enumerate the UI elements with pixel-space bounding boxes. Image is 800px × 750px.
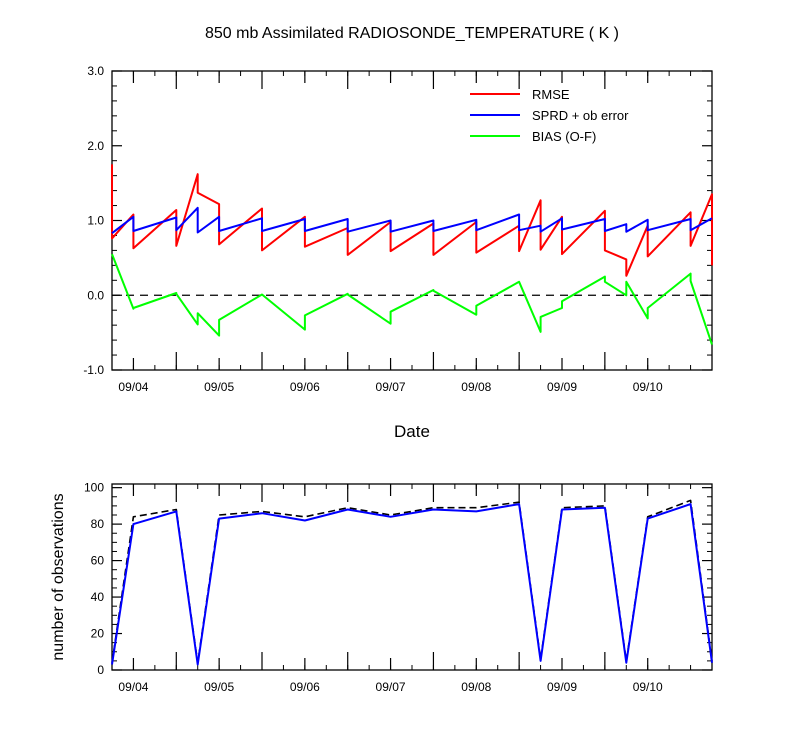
bottom-xtick-label: 09/07 bbox=[376, 680, 406, 694]
bottom-xtick-label: 09/10 bbox=[633, 680, 663, 694]
bottom-xtick-label: 09/05 bbox=[204, 680, 234, 694]
top-xtick-label: 09/05 bbox=[204, 380, 234, 394]
bottom-y-axis-title: number of observations bbox=[50, 493, 67, 660]
bottom-xtick-label: 09/06 bbox=[290, 680, 320, 694]
top-series-sprd-ob-error-line bbox=[111, 206, 713, 234]
bottom-xtick-label: 09/09 bbox=[547, 680, 577, 694]
bottom-xtick-label: 09/08 bbox=[461, 680, 491, 694]
top-ytick-label: 3.0 bbox=[87, 64, 104, 78]
bottom-ytick-label: 0 bbox=[97, 663, 104, 677]
top-xtick-label: 09/07 bbox=[376, 380, 406, 394]
bottom-ytick-label: 20 bbox=[91, 627, 105, 641]
top-x-axis-title: Date bbox=[394, 422, 430, 441]
bottom-xtick-label: 09/04 bbox=[118, 680, 148, 694]
bottom-ytick-label: 60 bbox=[91, 554, 105, 568]
top-series-bias-o-f-line bbox=[111, 253, 713, 345]
top-xtick-label: 09/08 bbox=[461, 380, 491, 394]
legend-label: SPRD + ob error bbox=[532, 108, 629, 123]
top-ytick-label: 0.0 bbox=[87, 288, 104, 302]
top-plot-area: 09/04 09/05 09/06 09/07 09/08 09/09 09/10 -1.0 0… bbox=[83, 64, 713, 394]
bottom-series-assimilated-line bbox=[111, 503, 713, 666]
top-xtick-label: 09/09 bbox=[547, 380, 577, 394]
top-xtick-label: 09/04 bbox=[118, 380, 148, 394]
top-xtick-label: 09/06 bbox=[290, 380, 320, 394]
top-ytick-label: -1.0 bbox=[83, 363, 104, 377]
top-ytick-label: 2.0 bbox=[87, 139, 104, 153]
bottom-plot-area: 09/04 09/05 09/06 09/07 09/08 09/09 09/10 0 20 40… bbox=[84, 481, 713, 694]
top-series-rmse-line bbox=[111, 164, 713, 277]
bottom-ytick-label: 100 bbox=[84, 481, 104, 495]
top-ytick-label: 1.0 bbox=[87, 214, 104, 228]
legend-label: BIAS (O-F) bbox=[532, 129, 596, 144]
top-chart-title: 850 mb Assimilated RADIOSONDE_TEMPERATUR… bbox=[205, 25, 619, 42]
bottom-frame bbox=[111, 483, 713, 671]
legend-label: RMSE bbox=[532, 87, 570, 102]
bottom-ytick-label: 80 bbox=[91, 517, 105, 531]
top-xtick-label: 09/10 bbox=[633, 380, 663, 394]
bottom-ytick-label: 40 bbox=[91, 590, 105, 604]
